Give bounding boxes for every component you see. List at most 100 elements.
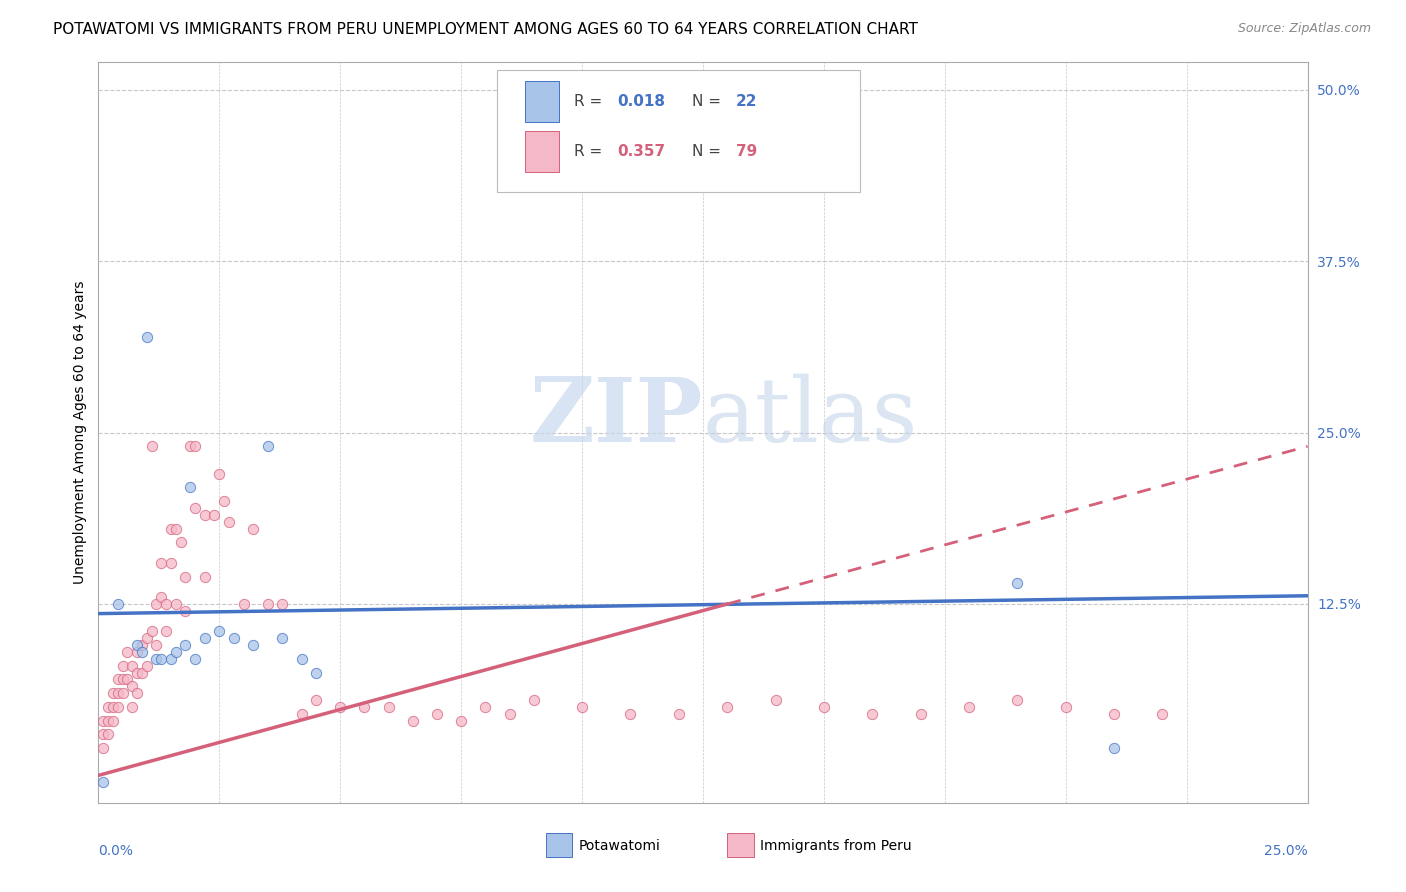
Point bbox=[222, 632, 245, 646]
Point bbox=[107, 686, 129, 700]
Text: 22: 22 bbox=[735, 95, 758, 109]
Point bbox=[208, 624, 231, 639]
Text: Immigrants from Peru: Immigrants from Peru bbox=[759, 838, 911, 853]
Point bbox=[111, 673, 134, 687]
Point bbox=[150, 590, 173, 604]
Point bbox=[101, 714, 124, 728]
Point bbox=[101, 699, 124, 714]
Point bbox=[121, 658, 143, 673]
Point bbox=[377, 699, 399, 714]
Y-axis label: Unemployment Among Ages 60 to 64 years: Unemployment Among Ages 60 to 64 years bbox=[73, 281, 87, 584]
Point bbox=[290, 652, 312, 666]
Point bbox=[256, 597, 278, 611]
Point bbox=[218, 515, 240, 529]
Point bbox=[160, 652, 183, 666]
Point bbox=[165, 645, 187, 659]
Point bbox=[232, 597, 254, 611]
Point bbox=[97, 714, 120, 728]
Point bbox=[97, 727, 120, 741]
Point bbox=[165, 522, 187, 536]
Point bbox=[107, 673, 129, 687]
Point bbox=[1007, 693, 1029, 707]
FancyBboxPatch shape bbox=[727, 833, 754, 857]
Point bbox=[179, 439, 201, 453]
Point bbox=[271, 597, 294, 611]
FancyBboxPatch shape bbox=[546, 833, 572, 857]
Text: 0.018: 0.018 bbox=[617, 95, 665, 109]
Point bbox=[910, 706, 932, 721]
Point bbox=[194, 569, 217, 583]
Point bbox=[204, 508, 226, 522]
Point bbox=[160, 556, 183, 570]
Point bbox=[174, 569, 197, 583]
Text: Source: ZipAtlas.com: Source: ZipAtlas.com bbox=[1237, 22, 1371, 36]
Point bbox=[91, 727, 114, 741]
Point bbox=[160, 522, 183, 536]
Point bbox=[165, 597, 187, 611]
Point bbox=[1102, 706, 1125, 721]
Text: atlas: atlas bbox=[703, 374, 918, 461]
Point bbox=[91, 741, 114, 756]
Point bbox=[127, 665, 149, 680]
Point bbox=[813, 699, 835, 714]
Point bbox=[716, 699, 738, 714]
Point bbox=[111, 686, 134, 700]
Point bbox=[450, 714, 472, 728]
Point bbox=[305, 665, 328, 680]
Point bbox=[571, 699, 593, 714]
Point bbox=[174, 604, 197, 618]
Point bbox=[290, 706, 312, 721]
Point bbox=[194, 508, 217, 522]
FancyBboxPatch shape bbox=[526, 81, 560, 122]
Text: N =: N = bbox=[692, 144, 725, 159]
Point bbox=[174, 638, 197, 652]
Point bbox=[91, 714, 114, 728]
Point bbox=[150, 556, 173, 570]
Point bbox=[107, 699, 129, 714]
Text: ZIP: ZIP bbox=[530, 375, 703, 461]
Point bbox=[121, 679, 143, 693]
Point bbox=[169, 535, 191, 549]
Point bbox=[184, 501, 207, 516]
Point bbox=[860, 706, 883, 721]
Point bbox=[305, 693, 328, 707]
Point bbox=[329, 699, 352, 714]
Point bbox=[179, 480, 201, 494]
Point bbox=[135, 658, 157, 673]
Point bbox=[765, 693, 787, 707]
Point bbox=[474, 699, 496, 714]
Point bbox=[135, 329, 157, 343]
Text: N =: N = bbox=[692, 95, 725, 109]
Point bbox=[242, 638, 264, 652]
Point bbox=[141, 624, 163, 639]
Point bbox=[619, 706, 641, 721]
Text: 79: 79 bbox=[735, 144, 756, 159]
Point bbox=[184, 439, 207, 453]
Point bbox=[271, 632, 294, 646]
Point bbox=[121, 699, 143, 714]
Point bbox=[135, 632, 157, 646]
Point bbox=[155, 597, 177, 611]
Point bbox=[155, 624, 177, 639]
Point bbox=[668, 706, 690, 721]
Point bbox=[208, 467, 231, 481]
Point bbox=[127, 686, 149, 700]
Point bbox=[150, 652, 173, 666]
Point bbox=[127, 638, 149, 652]
Point bbox=[145, 638, 167, 652]
Point bbox=[131, 645, 153, 659]
Point bbox=[256, 439, 278, 453]
Text: 0.357: 0.357 bbox=[617, 144, 665, 159]
Point bbox=[111, 658, 134, 673]
Point bbox=[1007, 576, 1029, 591]
Text: POTAWATOMI VS IMMIGRANTS FROM PERU UNEMPLOYMENT AMONG AGES 60 TO 64 YEARS CORREL: POTAWATOMI VS IMMIGRANTS FROM PERU UNEMP… bbox=[53, 22, 918, 37]
Point bbox=[101, 686, 124, 700]
Point bbox=[131, 665, 153, 680]
Text: R =: R = bbox=[574, 95, 607, 109]
Point bbox=[97, 699, 120, 714]
Point bbox=[353, 699, 375, 714]
Point bbox=[426, 706, 449, 721]
Point bbox=[184, 652, 207, 666]
Point bbox=[107, 597, 129, 611]
Point bbox=[402, 714, 425, 728]
